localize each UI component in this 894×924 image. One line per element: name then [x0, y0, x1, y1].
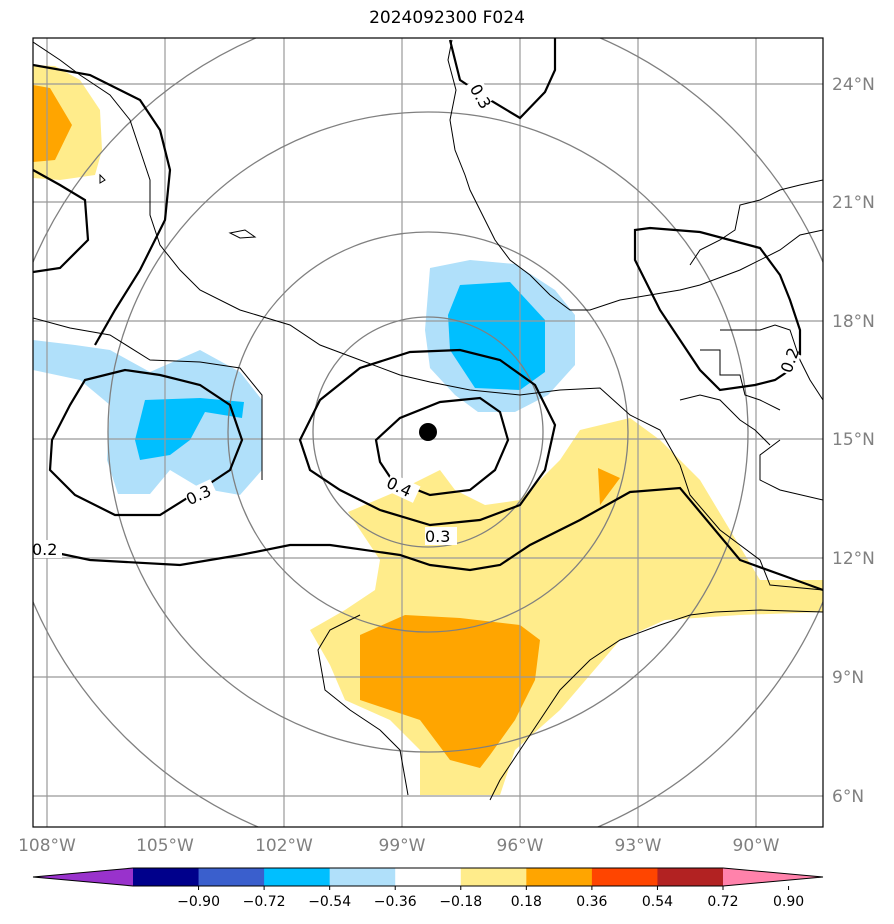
lat-label: 6°N: [832, 787, 864, 807]
range-rings: [33, 38, 823, 827]
strong-negative-west: [135, 398, 244, 460]
colorbar-extend-high: [723, 868, 823, 886]
colorbar-tick-label: 0.54: [642, 894, 673, 910]
colorbar-tick-label: −0.90: [177, 894, 220, 910]
lon-label: 96°W: [497, 836, 544, 856]
colorbar-outline: [32, 867, 824, 887]
map-area: 0.3 0.2 0.3 0.4 0.3 0.2: [32, 38, 823, 827]
contour-label: 0.3: [425, 527, 450, 546]
colorbar-segment: [329, 868, 396, 886]
lon-label: 108°W: [18, 836, 76, 856]
lat-label: 15°N: [832, 430, 875, 450]
colorbar-segment: [198, 868, 265, 886]
colorbar-segment: [395, 868, 462, 886]
colorbar-segment: [591, 868, 658, 886]
storm-center-dot: [419, 423, 437, 441]
strong-anomaly-nw: [33, 85, 72, 162]
longitude-labels: 108°W 105°W 102°W 99°W 96°W 93°W 90°W: [18, 836, 780, 856]
lat-label: 9°N: [832, 668, 864, 688]
colorbar-segment: [526, 868, 593, 886]
strong-anomaly-east: [598, 468, 620, 505]
latitude-labels: 24°N 21°N 18°N 15°N 12°N 9°N 6°N: [832, 75, 875, 807]
coastlines: [33, 39, 823, 801]
colorbar-segment: [460, 868, 527, 886]
lat-label: 18°N: [832, 312, 875, 332]
colorbar-tick-label: 0.90: [773, 894, 804, 910]
lat-label: 21°N: [832, 193, 875, 213]
colorbar-tick-label: −0.72: [243, 894, 286, 910]
colorbar-segment: [264, 868, 331, 886]
colorbar-tick-label: 0.36: [576, 894, 607, 910]
lon-label: 93°W: [615, 836, 662, 856]
lon-label: 90°W: [733, 836, 780, 856]
colorbar: −0.90 −0.72 −0.54 −0.36 −0.18 0.18 0.36 0.54 0.7…: [32, 867, 824, 910]
lon-label: 102°W: [255, 836, 313, 856]
colorbar-tick-label: 0.18: [511, 894, 542, 910]
lat-label: 24°N: [832, 75, 875, 95]
colorbar-segment: [657, 868, 724, 886]
contour-label: 0.2: [32, 540, 57, 559]
colorbar-tick-label: −0.36: [374, 894, 417, 910]
colorbar-tick-label: −0.54: [308, 894, 351, 910]
colorbar-tick-label: 0.72: [707, 894, 738, 910]
map-title: 2024092300 F024: [369, 8, 525, 28]
colorbar-segment: [133, 868, 200, 886]
lat-label: 12°N: [832, 549, 875, 569]
lon-label: 99°W: [379, 836, 426, 856]
graticule: [33, 38, 823, 827]
colorbar-extend-low: [33, 868, 133, 886]
map-frame: [32, 37, 824, 828]
colorbar-tick-label: −0.18: [439, 894, 482, 910]
strong-anomaly-south: [360, 615, 540, 768]
lon-label: 105°W: [136, 836, 194, 856]
